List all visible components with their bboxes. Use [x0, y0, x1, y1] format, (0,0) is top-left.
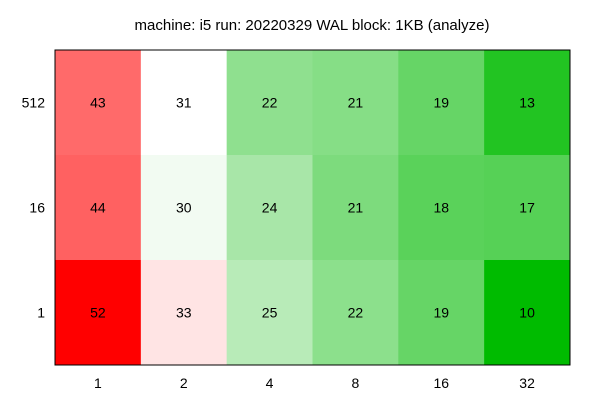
cell-value-label: 52: [90, 305, 106, 321]
cell-value-label: 43: [90, 95, 106, 111]
x-tick-label: 8: [352, 375, 360, 391]
cell-value-label: 30: [176, 200, 192, 216]
cell-value-label: 22: [262, 95, 278, 111]
cell-value-label: 19: [433, 95, 449, 111]
x-tick-label: 32: [519, 375, 535, 391]
cell-value-label: 31: [176, 95, 192, 111]
x-tick-label: 1: [94, 375, 102, 391]
heatmap-cell-512-2: [140, 50, 228, 156]
heatmap-cell-1-32: [484, 260, 571, 366]
cell-value-label: 19: [433, 305, 449, 321]
heatmap-cell-512-8: [312, 50, 399, 156]
heatmap-cell-1-4: [226, 260, 313, 366]
cell-value-label: 33: [176, 305, 192, 321]
cell-value-label: 10: [519, 305, 535, 321]
heatmap-cell-512-32: [484, 50, 571, 156]
cell-value-label: 22: [348, 305, 364, 321]
cell-value-label: 24: [262, 200, 278, 216]
heatmap-cell-512-16: [398, 50, 485, 156]
cell-value-label: 18: [433, 200, 449, 216]
heatmap-cell-16-4: [226, 155, 313, 261]
heatmap-cell-1-16: [398, 260, 485, 366]
chart-title: machine: i5 run: 20220329 WAL block: 1KB…: [135, 17, 490, 34]
heatmap-cells: [55, 50, 571, 366]
cell-value-label: 25: [262, 305, 278, 321]
heatmap-cell-1-8: [312, 260, 399, 366]
cell-value-label: 17: [519, 200, 535, 216]
y-tick-label: 512: [22, 95, 46, 111]
cell-value-label: 13: [519, 95, 535, 111]
y-tick-label: 1: [37, 305, 45, 321]
cell-value-label: 44: [90, 200, 106, 216]
heatmap-cell-1-2: [140, 260, 228, 366]
heatmap-cell-512-1: [55, 50, 142, 156]
heatmap-cell-16-2: [140, 155, 228, 261]
x-tick-label: 2: [180, 375, 188, 391]
heatmap-cell-16-8: [312, 155, 399, 261]
heatmap-cell-16-1: [55, 155, 142, 261]
plot-area-border: [54, 49, 571, 366]
x-tick-label: 16: [433, 375, 449, 391]
heatmap-cell-1-1: [55, 260, 142, 366]
x-tick-label: 4: [266, 375, 274, 391]
heatmap-cell-16-16: [398, 155, 485, 261]
y-tick-label: 16: [29, 200, 45, 216]
heatmap-value-labels: 43 31 22 21 19 13 44 30 24 21 18 17 52 33 25 22 19 10: [90, 95, 535, 321]
heatmap-cell-16-32: [484, 155, 571, 261]
heatmap-cell-512-4: [226, 50, 313, 156]
cell-value-label: 21: [348, 200, 364, 216]
cell-value-label: 21: [348, 95, 364, 111]
